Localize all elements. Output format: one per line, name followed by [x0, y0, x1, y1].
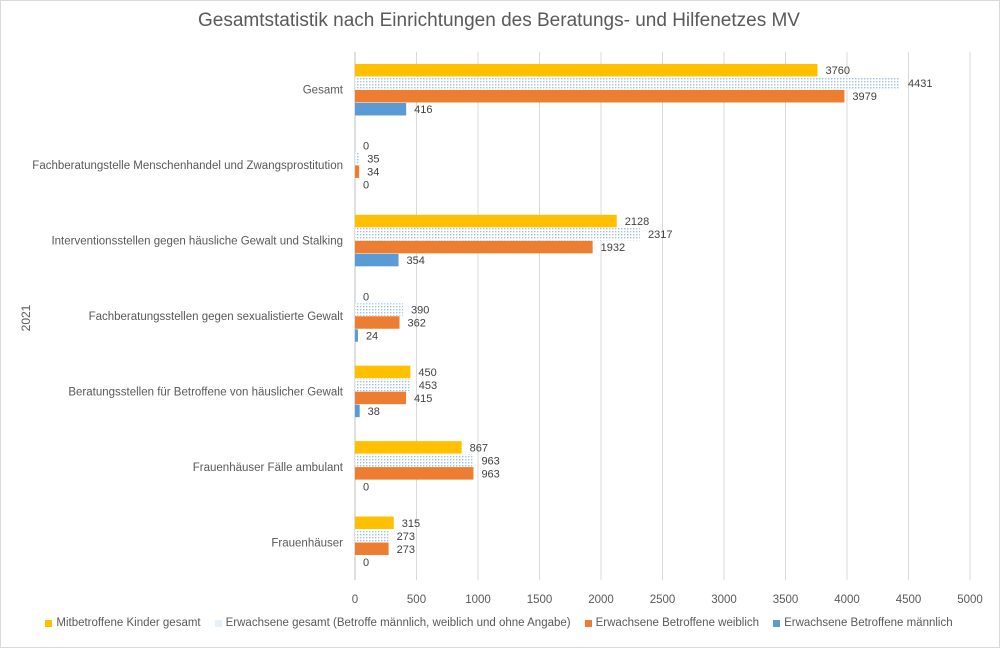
- data-label: 3760: [825, 65, 849, 77]
- bar: [355, 467, 474, 480]
- bar: [355, 303, 403, 316]
- bar: [355, 165, 360, 178]
- data-label: 390: [411, 305, 429, 317]
- legend-item: Erwachsene gesamt (Betroffe männlich, we…: [214, 617, 571, 629]
- category-label: Frauenhäuser: [271, 537, 343, 549]
- category-label: Frauenhäuser Fälle ambulant: [193, 462, 344, 474]
- data-label: 963: [481, 468, 499, 480]
- data-label: 2317: [648, 229, 672, 241]
- category-label: Beratungsstellen für Betroffene von häus…: [68, 386, 343, 398]
- data-label: 415: [414, 393, 432, 405]
- bar: [355, 329, 358, 342]
- legend-swatch: [45, 619, 53, 627]
- legend-label: Erwachsene gesamt (Betroffe männlich, we…: [225, 617, 571, 629]
- x-tick-label: 0: [352, 594, 358, 606]
- x-tick-label: 500: [407, 594, 426, 606]
- data-label: 867: [470, 442, 488, 454]
- legend-label: Mitbetroffene Kinder gesamt: [56, 617, 201, 629]
- bar: [355, 240, 593, 254]
- bar: [355, 316, 400, 329]
- x-tick-label: 2000: [588, 594, 614, 606]
- data-label: 0: [363, 557, 369, 569]
- bar: [355, 76, 901, 90]
- data-label: 0: [363, 292, 369, 304]
- x-tick-label: 3500: [773, 594, 799, 606]
- data-label: 2128: [625, 216, 649, 228]
- category-label: Fachberatungsstellen gegen sexualistiert…: [89, 311, 344, 323]
- legend-item: Mitbetroffene Kinder gesamt: [45, 617, 201, 629]
- bar: [355, 152, 360, 165]
- legend-swatch: [214, 619, 222, 627]
- legend-swatch: [584, 619, 592, 627]
- data-label: 0: [363, 141, 369, 153]
- bar: [355, 454, 474, 467]
- data-label: 273: [397, 544, 415, 556]
- data-label: 362: [408, 318, 426, 330]
- bar: [355, 63, 818, 77]
- category-label: Fachberatungstelle Menschenhandel und Zw…: [32, 160, 343, 172]
- data-label: 38: [368, 406, 380, 418]
- legend-swatch: [773, 619, 781, 627]
- legend-label: Erwachsene Betroffene männlich: [784, 617, 953, 629]
- bar: [355, 102, 407, 116]
- x-tick-label: 1000: [465, 594, 491, 606]
- bar: [355, 391, 407, 405]
- x-tick-label: 3000: [711, 594, 737, 606]
- category-label: Interventionsstellen gegen häusliche Gew…: [51, 236, 343, 248]
- data-label: 963: [481, 455, 499, 467]
- data-label: 0: [363, 180, 369, 192]
- bar: [355, 404, 360, 418]
- x-tick-label: 5000: [957, 594, 983, 606]
- data-label: 3979: [852, 91, 876, 103]
- x-tick-label: 1500: [527, 594, 553, 606]
- chart-legend: Mitbetroffene Kinder gesamt Erwachsene ge…: [0, 617, 998, 629]
- x-tick-label: 4500: [896, 594, 922, 606]
- bar: [355, 365, 411, 379]
- bar: [355, 516, 394, 530]
- bar: [355, 542, 389, 556]
- x-tick-label: 4000: [834, 594, 860, 606]
- bar: [355, 227, 640, 241]
- data-label: 35: [367, 154, 379, 166]
- data-label: 450: [418, 367, 436, 379]
- bar: [355, 378, 411, 392]
- data-label: 0: [363, 481, 369, 493]
- data-label: 1932: [601, 242, 625, 254]
- category-label: Gesamt: [303, 85, 344, 97]
- legend-item: Erwachsene Betroffene männlich: [773, 617, 953, 629]
- x-tick-label: 2500: [650, 594, 676, 606]
- data-label: 354: [407, 255, 425, 267]
- data-label: 416: [414, 104, 432, 116]
- data-label: 24: [366, 331, 378, 343]
- group-axis-label: 2021: [19, 304, 33, 331]
- bar: [355, 253, 399, 267]
- bar: [355, 529, 389, 543]
- data-label: 315: [402, 518, 420, 530]
- bar: [355, 214, 617, 228]
- bar: [355, 89, 845, 103]
- legend-item: Erwachsene Betroffene weiblich: [584, 617, 760, 629]
- legend-label: Erwachsene Betroffene weiblich: [595, 617, 760, 629]
- data-label: 453: [419, 380, 437, 392]
- data-label: 273: [397, 531, 415, 543]
- data-label: 4431: [908, 78, 932, 90]
- data-label: 34: [367, 167, 379, 179]
- chart-title: Gesamtstatistik nach Einrichtungen des B…: [198, 10, 800, 31]
- bar: [355, 441, 462, 454]
